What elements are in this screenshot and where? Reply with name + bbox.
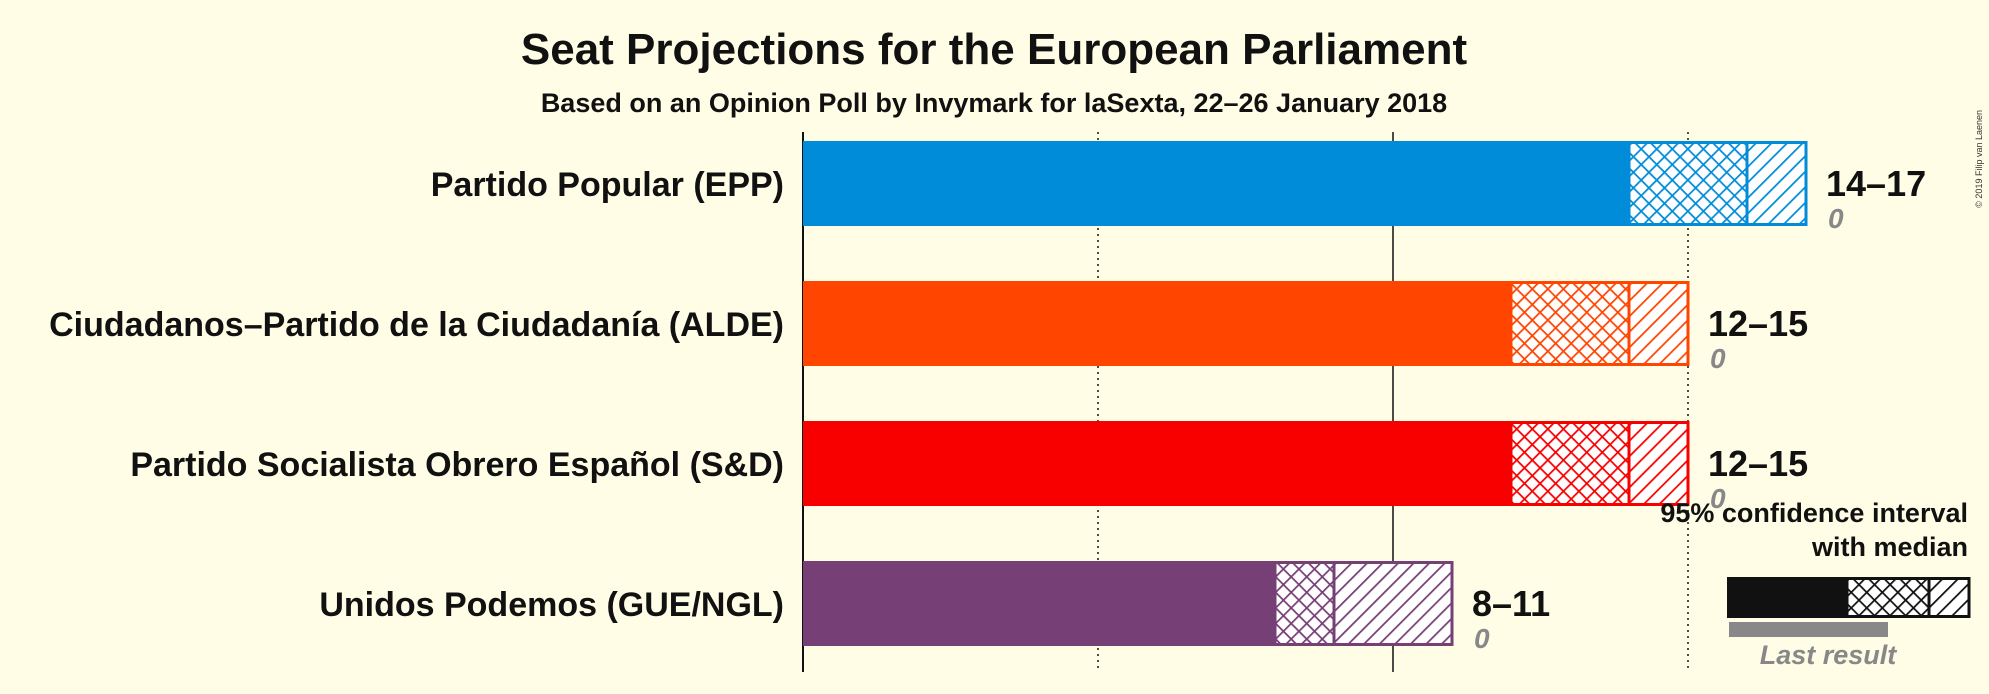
party-label: Partido Popular (EPP) <box>431 166 784 204</box>
party-label: Ciudadanos–Partido de la Ciudadanía (ALD… <box>49 306 784 344</box>
bars: Partido Popular (EPP) 14–170Ciudadanos–Pa… <box>49 141 1926 654</box>
bar-ci-upper <box>1745 141 1808 226</box>
legend-solid-swatch <box>1727 577 1847 618</box>
bar-solid <box>803 561 1275 646</box>
last-result-label: 0 <box>1710 483 1726 514</box>
last-result-label: 0 <box>1828 203 1844 234</box>
last-result-label: 0 <box>1710 343 1726 374</box>
bar-solid <box>803 281 1511 366</box>
legend-median-swatch <box>1927 577 1971 618</box>
bar-ci-upper <box>1627 421 1690 506</box>
range-label: 12–15 <box>1708 443 1808 484</box>
range-label: 8–11 <box>1472 583 1550 624</box>
range-label: 12–15 <box>1708 303 1808 344</box>
bar-ci-lower <box>1509 281 1631 366</box>
legend: 95% confidence interval with median Last… <box>1660 498 1971 670</box>
legend-ci-swatch <box>1845 577 1931 618</box>
legend-last-result-text: Last result <box>1760 640 1898 670</box>
party-label: Unidos Podemos (GUE/NGL) <box>319 586 784 624</box>
legend-last-result-swatch <box>1729 622 1888 637</box>
chart-subtitle: Based on an Opinion Poll by Invymark for… <box>541 88 1447 118</box>
bar-solid <box>803 421 1511 506</box>
range-label: 14–17 <box>1826 163 1926 204</box>
last-result-label: 0 <box>1474 623 1490 654</box>
chart-title: Seat Projections for the European Parlia… <box>521 25 1468 74</box>
party-label: Partido Socialista Obrero Español (S&D) <box>130 446 784 484</box>
copyright-note: © 2019 Filip van Laenen <box>1974 110 1984 208</box>
bar-ci-lower <box>1273 561 1336 646</box>
bar-ci-lower <box>1509 421 1631 506</box>
bar-solid <box>803 141 1629 226</box>
bar-ci-upper <box>1332 561 1454 646</box>
bar-ci-lower <box>1627 141 1749 226</box>
bar-ci-upper <box>1627 281 1690 366</box>
legend-ci-text: 95% confidence interval <box>1660 498 1968 528</box>
legend-median-text: with median <box>1811 532 1968 562</box>
